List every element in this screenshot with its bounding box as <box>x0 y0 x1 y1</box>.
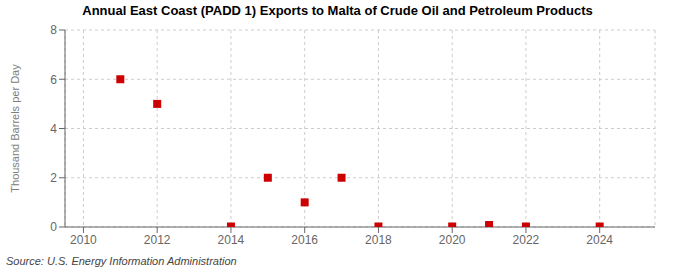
svg-text:2016: 2016 <box>291 233 318 247</box>
html-text:Annual East Coast (PADD 1) Exp: Annual East Coast (PADD 1) Exports to Ma… <box>82 3 593 18</box>
svg-text:2024: 2024 <box>586 233 613 247</box>
svg-text:8: 8 <box>50 23 57 37</box>
svg-text:2014: 2014 <box>218 233 245 247</box>
svg-text:2018: 2018 <box>365 233 392 247</box>
svg-text:2010: 2010 <box>70 233 97 247</box>
svg-text:Thousand Barrels per Day: Thousand Barrels per Day <box>9 64 21 193</box>
svg-text:4: 4 <box>50 122 57 136</box>
svg-text:2022: 2022 <box>513 233 540 247</box>
svg-text:2012: 2012 <box>144 233 171 247</box>
svg-text:2020: 2020 <box>439 233 466 247</box>
svg-text:2: 2 <box>50 171 57 185</box>
svg-text:0: 0 <box>50 220 57 234</box>
svg-text:6: 6 <box>50 73 57 87</box>
html-text:Source: U.S. Energy Informatio: Source: U.S. Energy Information Administ… <box>6 255 237 267</box>
